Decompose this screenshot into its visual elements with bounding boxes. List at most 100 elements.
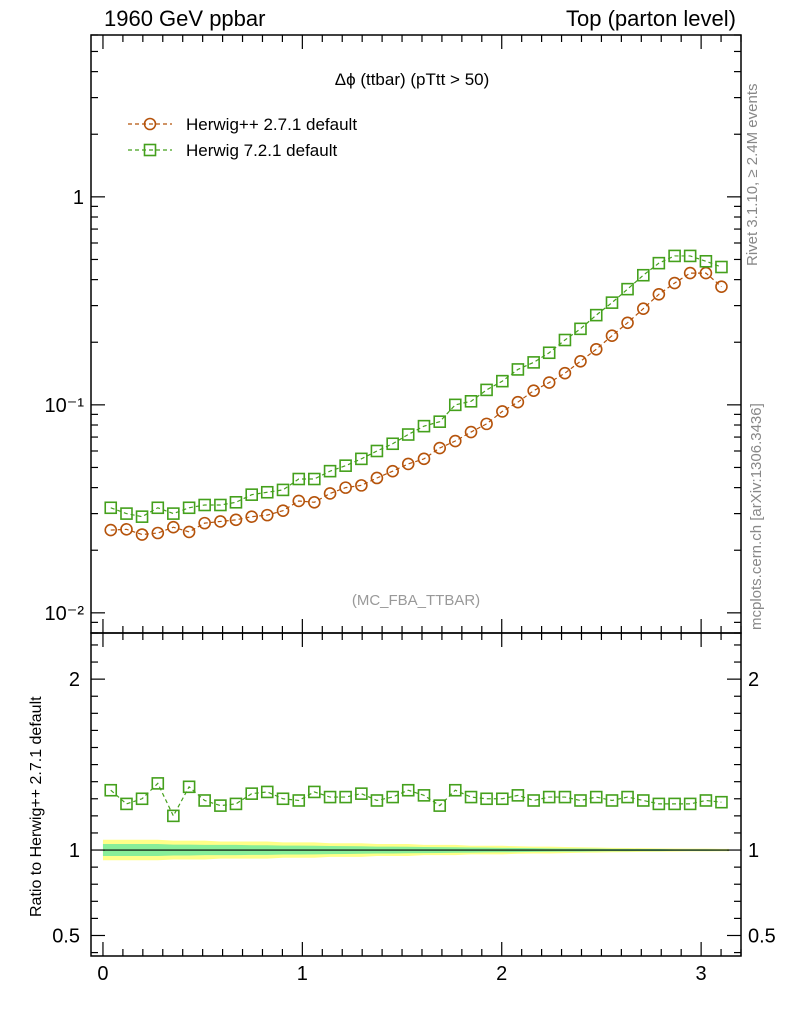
data-point [245,488,259,501]
data-point [260,485,274,499]
data-point [323,464,337,478]
data-point [308,495,321,509]
data-point [448,434,462,448]
data-point [480,417,493,431]
ratio-data-point [229,797,243,811]
data-point [542,376,556,389]
data-point [574,354,587,368]
data-point [417,452,431,466]
legend-label: Herwig++ 2.7.1 default [186,115,357,134]
data-point [370,444,384,458]
ratio-data-point [480,792,493,806]
data-point [276,483,290,497]
right-title: Top (parton level) [566,6,736,31]
x-tick-label: 2 [496,963,507,985]
data-point [260,508,274,522]
data-point [589,308,603,322]
ratio-data-point [276,792,290,806]
watermark-label: (MC_FBA_TTBAR) [352,592,480,609]
data-point [339,459,352,472]
data-point [511,363,525,376]
data-point [151,526,165,540]
data-point [637,268,650,282]
left-title: 1960 GeV ppbar [104,6,266,31]
data-point [637,302,650,315]
data-point [448,398,462,412]
ratio-data-point [245,787,259,800]
data-point [527,356,540,369]
data-point [715,280,728,293]
rivet-label: Rivet 3.1.10, ≥ 2.4M events [744,83,761,267]
data-point [292,472,306,486]
ratio-panel: 0.5 0.5 1 1 2 2 0 1 2 3 [52,632,776,985]
ratio-data-point [527,794,540,807]
ratio-y-tick-label-right: 1 [748,840,759,862]
data-point [245,510,259,523]
y-tick-label: 10⁻² [45,603,85,625]
x-tick-label: 3 [696,963,707,985]
main-series [104,249,728,541]
data-point [652,288,666,301]
ratio-data-point [574,794,587,807]
y-tick-label: 1 [73,187,84,209]
ratio-data-point [355,787,368,800]
data-point [668,249,681,263]
data-point [574,322,587,336]
legend-marker [143,117,157,131]
ratio-uncertainty-band [102,839,730,861]
data-point [355,479,368,492]
ratio-data-point [339,790,352,804]
ratio-data-point [167,809,180,823]
legend: Herwig++ 2.7.1 default Herwig 7.2.1 defau… [128,115,357,160]
data-point [229,513,243,527]
data-point [151,501,165,515]
ratio-series [104,777,728,823]
ratio-data-point [198,794,211,807]
data-point [120,507,133,520]
ratio-data-point [401,783,415,797]
data-point [198,516,211,530]
ratio-data-point [464,790,478,804]
data-point [339,481,352,494]
ratio-data-point [182,780,196,794]
ratio-data-point [496,792,509,806]
ratio-data-point [668,797,681,811]
ratio-data-point [386,790,399,804]
ratio-data-point [558,790,572,804]
data-point [683,249,697,263]
ratio-data-point [135,792,149,806]
data-point [135,510,149,523]
ratio-data-point [699,794,713,807]
ratio-series-line [110,782,722,818]
ratio-data-point [120,797,133,811]
data-point [480,383,493,397]
main-panel: 10⁻² 10⁻¹ 1 Δϕ (ttbar) (pTtt > 50) (MC_FBA… [45,34,742,634]
series-line [110,255,722,518]
data-point [527,384,540,397]
data-point [182,525,196,539]
data-point [417,419,431,433]
data-point [276,504,290,517]
data-point [496,374,509,388]
data-point [104,523,118,537]
data-point [558,366,572,380]
data-point [542,346,556,360]
ratio-data-point [652,797,666,811]
data-point [433,441,447,455]
ratio-data-point [715,795,728,809]
data-point [214,515,227,528]
data-point [167,520,180,534]
ratio-y-tick-label: 0.5 [52,925,80,947]
data-point [605,329,619,343]
data-point [605,296,619,309]
data-point [401,428,415,441]
ratio-data-point [621,790,634,804]
ratio-y-tick-label-right: 0.5 [748,925,776,947]
data-point [401,457,415,471]
data-point [229,495,243,509]
data-point [683,266,697,280]
legend-label: Herwig 7.2.1 default [186,141,337,160]
data-point [699,254,713,268]
ratio-data-point [417,789,431,802]
